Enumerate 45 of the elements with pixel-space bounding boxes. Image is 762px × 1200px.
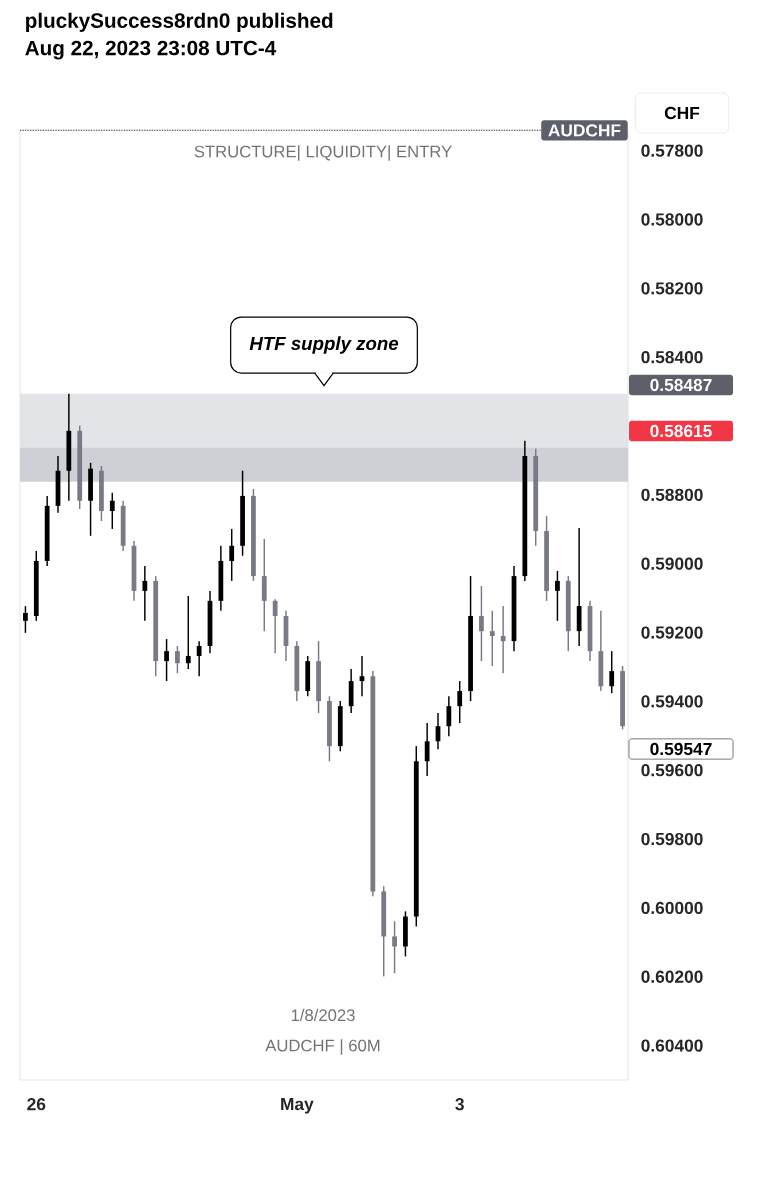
y-tick-label: 0.57800 bbox=[641, 144, 703, 157]
candlestick bbox=[185, 595, 191, 670]
candlestick bbox=[392, 920, 397, 975]
y-tick-label: 0.60200 bbox=[641, 970, 703, 983]
y-tick-label: 0.60000 bbox=[641, 901, 703, 915]
candlestick bbox=[479, 585, 484, 662]
candlestick bbox=[23, 605, 28, 634]
y-tick-label: 0.58800 bbox=[641, 488, 703, 501]
y-tick-label: 0.59600 bbox=[641, 764, 703, 777]
y-tick-label: 0.58400 bbox=[641, 351, 703, 364]
ref-line-label: AUDCHF bbox=[548, 124, 621, 137]
chart-title: pluckySuccess8rdn0 published bbox=[26, 12, 333, 32]
annotation: STRUCTURE| LIQUIDITY| ENTRY bbox=[194, 145, 452, 161]
annotation: 1/8/2023 bbox=[291, 1008, 355, 1022]
x-tick-label: 26 bbox=[27, 1098, 46, 1111]
y-tick-label: 0.59000 bbox=[641, 557, 703, 570]
annotation: AUDCHF | 60M bbox=[265, 1039, 380, 1055]
candlestick bbox=[446, 695, 452, 737]
candlestick bbox=[609, 650, 615, 694]
y-tick-label: 0.60400 bbox=[641, 1039, 703, 1052]
y-tick-label: 0.59200 bbox=[641, 626, 703, 639]
x-tick-label: May bbox=[281, 1098, 314, 1114]
candlestick bbox=[142, 565, 148, 622]
text: 0.58487 bbox=[650, 378, 712, 392]
candlestick bbox=[272, 598, 278, 654]
candlestick bbox=[424, 722, 430, 777]
candlestick bbox=[489, 610, 495, 667]
candlestick bbox=[196, 640, 202, 677]
y-tick-label: 0.59800 bbox=[641, 832, 703, 846]
chart-subtitle: Aug 22, 2023 23:08 UTC-4 bbox=[25, 40, 277, 60]
candlestick bbox=[164, 638, 169, 682]
x-tick-label: 3 bbox=[455, 1098, 464, 1111]
candlestick bbox=[457, 680, 463, 724]
text: 0.58615 bbox=[650, 424, 712, 438]
y-tick-label: 0.59400 bbox=[641, 695, 703, 708]
candlestick bbox=[555, 570, 560, 622]
text: CHF bbox=[664, 106, 700, 120]
candlestick bbox=[175, 645, 180, 674]
band-label: HTF supply zone bbox=[249, 336, 399, 354]
candlestick bbox=[500, 605, 506, 674]
candlestick bbox=[229, 528, 235, 582]
candlestick bbox=[109, 492, 115, 530]
text: 0.59547 bbox=[650, 742, 712, 756]
y-tick-label: 0.58200 bbox=[641, 282, 703, 295]
y-tick-label: 0.58000 bbox=[641, 213, 703, 226]
